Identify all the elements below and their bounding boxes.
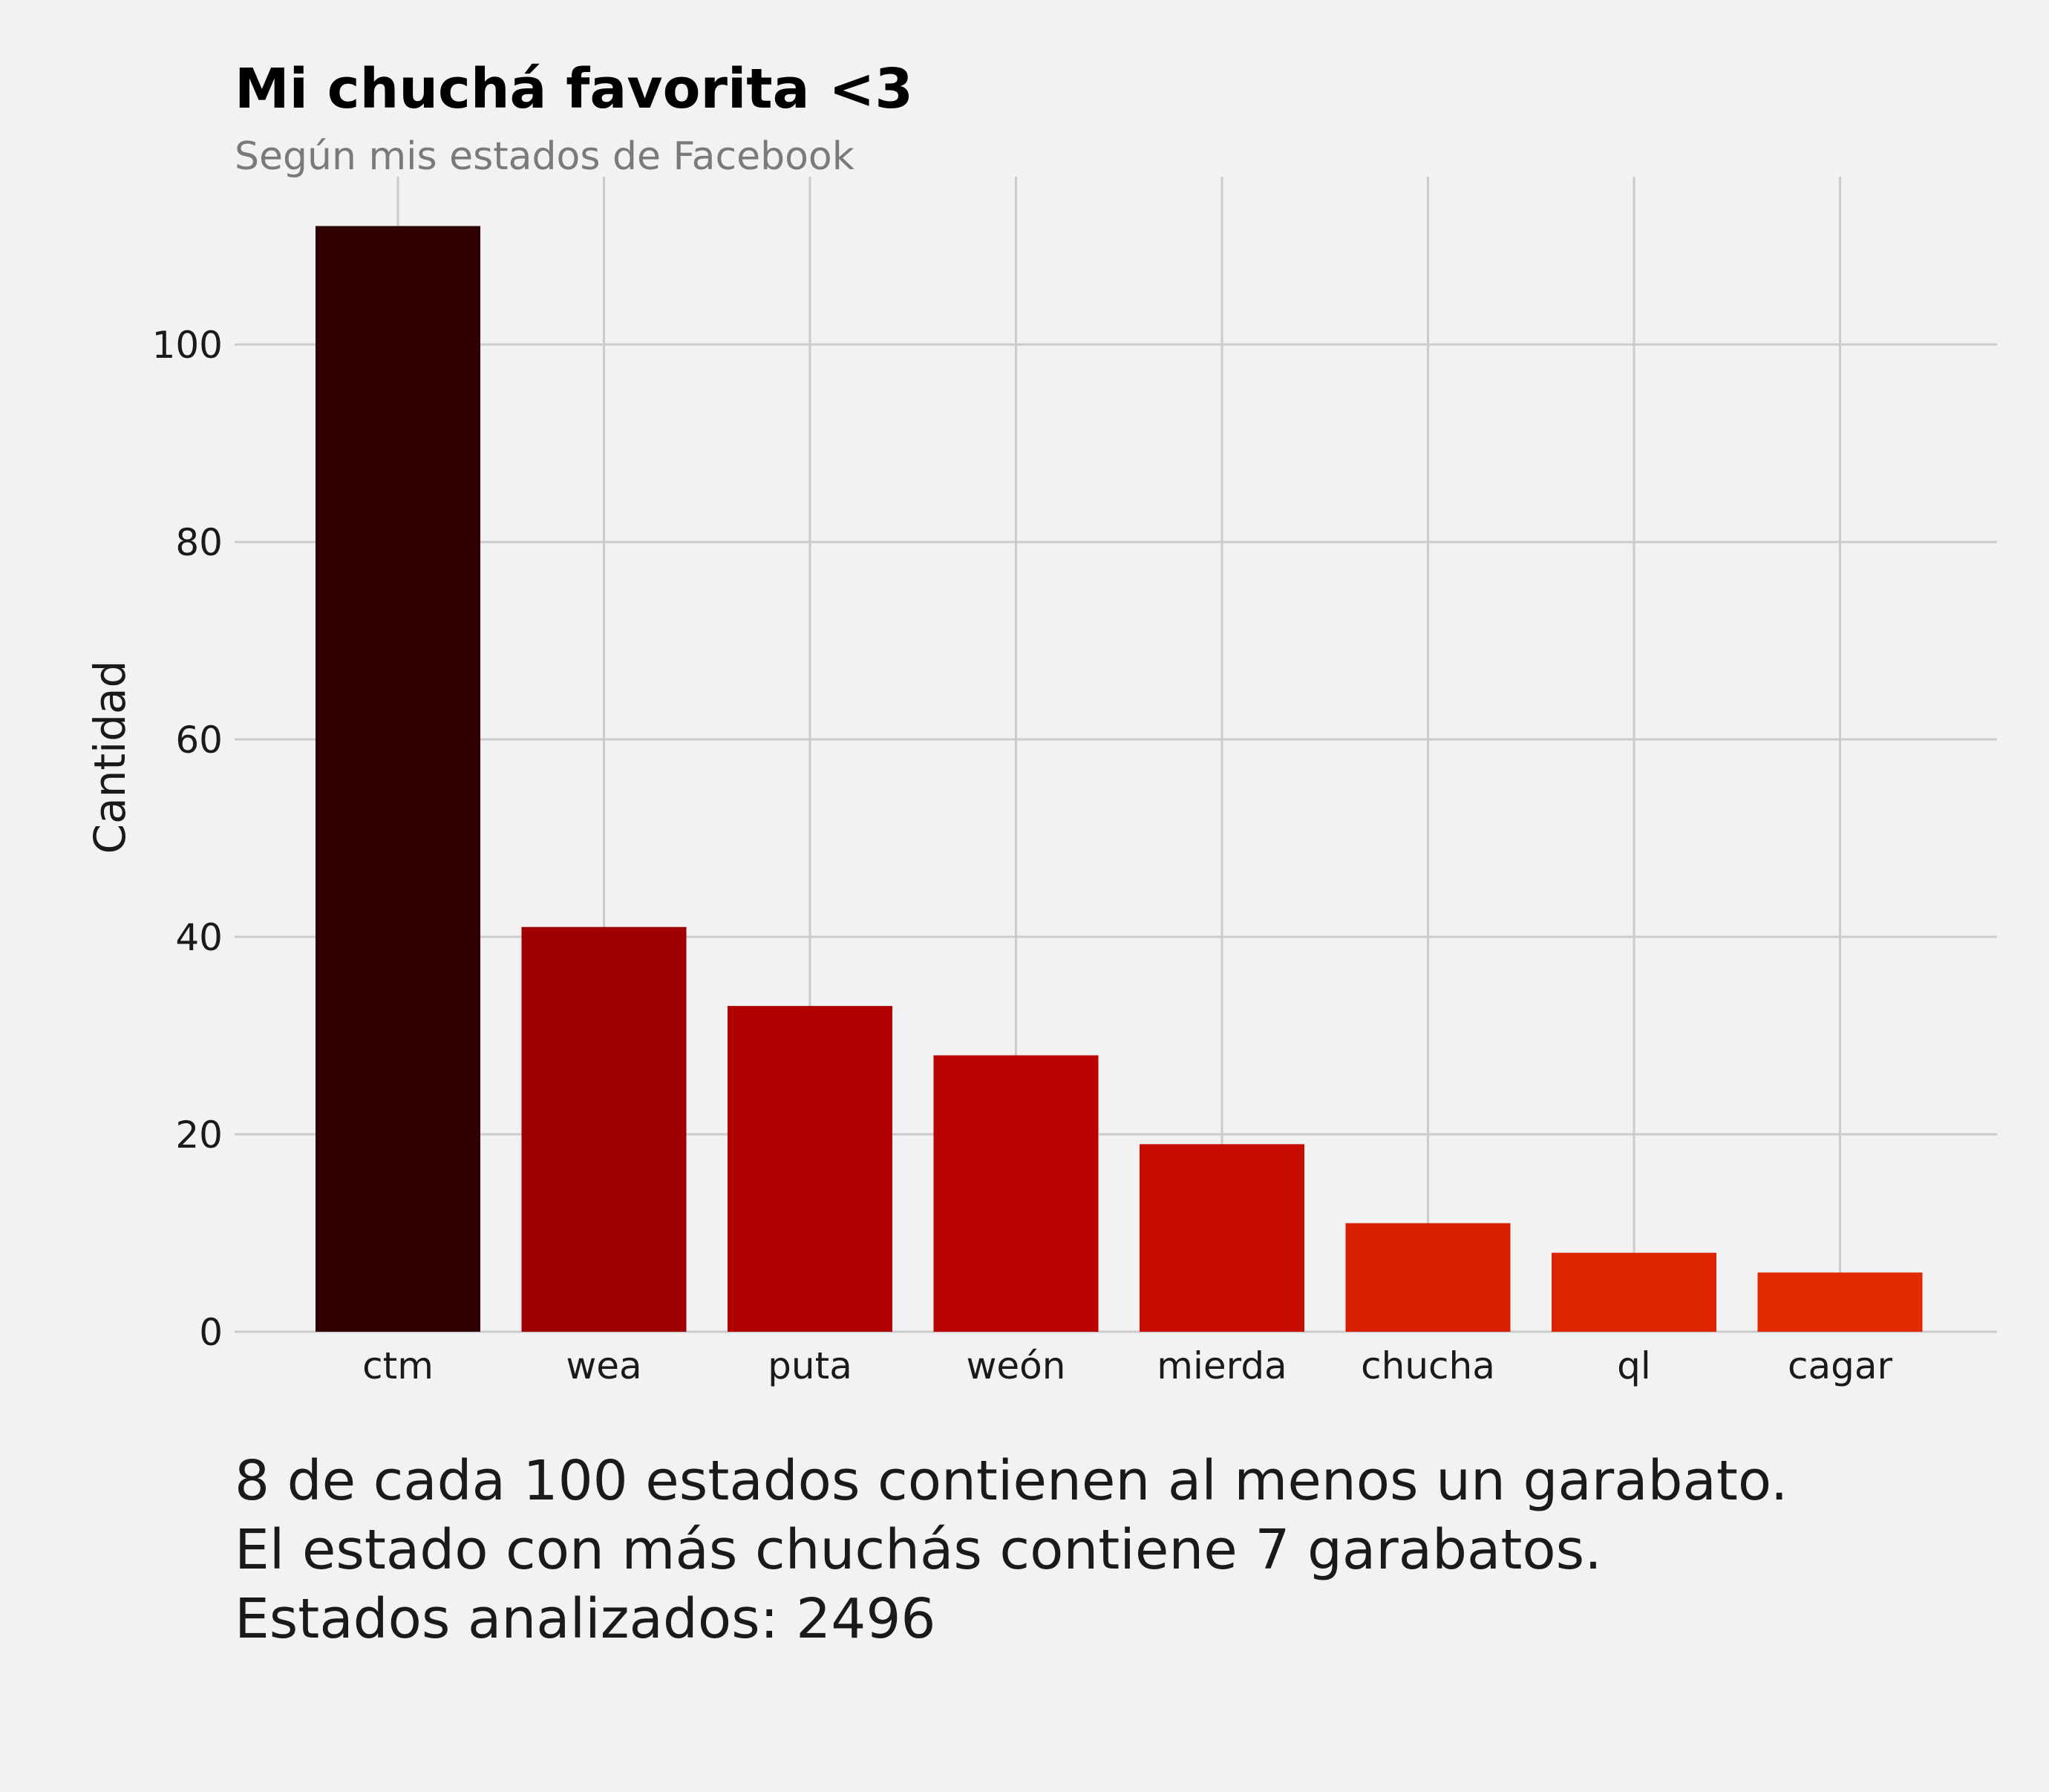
x-tick-label: weón xyxy=(967,1344,1066,1387)
bar-ql xyxy=(1552,1252,1716,1332)
y-tick-label: 0 xyxy=(199,1311,223,1354)
y-tick-label: 60 xyxy=(175,719,223,762)
y-axis-label: Cantidad xyxy=(85,661,135,854)
x-tick-label: ctm xyxy=(362,1344,434,1387)
caption-line-3: Estados analizados: 2496 xyxy=(235,1587,935,1651)
x-tick-label: wea xyxy=(566,1344,641,1387)
y-tick-label: 100 xyxy=(152,324,223,367)
chart-title: Mi chuchá favorita <3 xyxy=(235,57,913,121)
x-tick-label: ql xyxy=(1617,1344,1651,1387)
bar-ctm xyxy=(316,226,480,1332)
y-axis-ticks: 0 20 40 60 80 100 xyxy=(152,324,223,1354)
caption-line-2: El estado con más chuchás contiene 7 gar… xyxy=(235,1518,1602,1582)
x-tick-label: mierda xyxy=(1157,1344,1287,1387)
x-tick-label: puta xyxy=(768,1344,852,1387)
bar-chucha xyxy=(1345,1223,1511,1332)
bar-wea xyxy=(521,926,687,1332)
y-tick-label: 80 xyxy=(175,521,223,564)
y-tick-label: 40 xyxy=(175,916,223,959)
x-tick-label: chucha xyxy=(1361,1344,1495,1387)
caption-line-1: 8 de cada 100 estados contienen al menos… xyxy=(235,1449,1788,1513)
y-tick-label: 20 xyxy=(175,1114,223,1157)
x-axis-ticks: ctm wea puta weón mierda chucha ql cagar xyxy=(362,1344,1892,1387)
bar-puta xyxy=(728,1006,892,1332)
bar-mierda xyxy=(1140,1144,1304,1332)
x-tick-label: cagar xyxy=(1788,1344,1893,1387)
chart-subtitle: Según mis estados de Facebook xyxy=(235,134,854,179)
gridlines xyxy=(235,177,1997,1333)
bars xyxy=(316,226,1923,1332)
bar-cagar xyxy=(1757,1272,1923,1332)
bar-weón xyxy=(933,1055,1099,1332)
